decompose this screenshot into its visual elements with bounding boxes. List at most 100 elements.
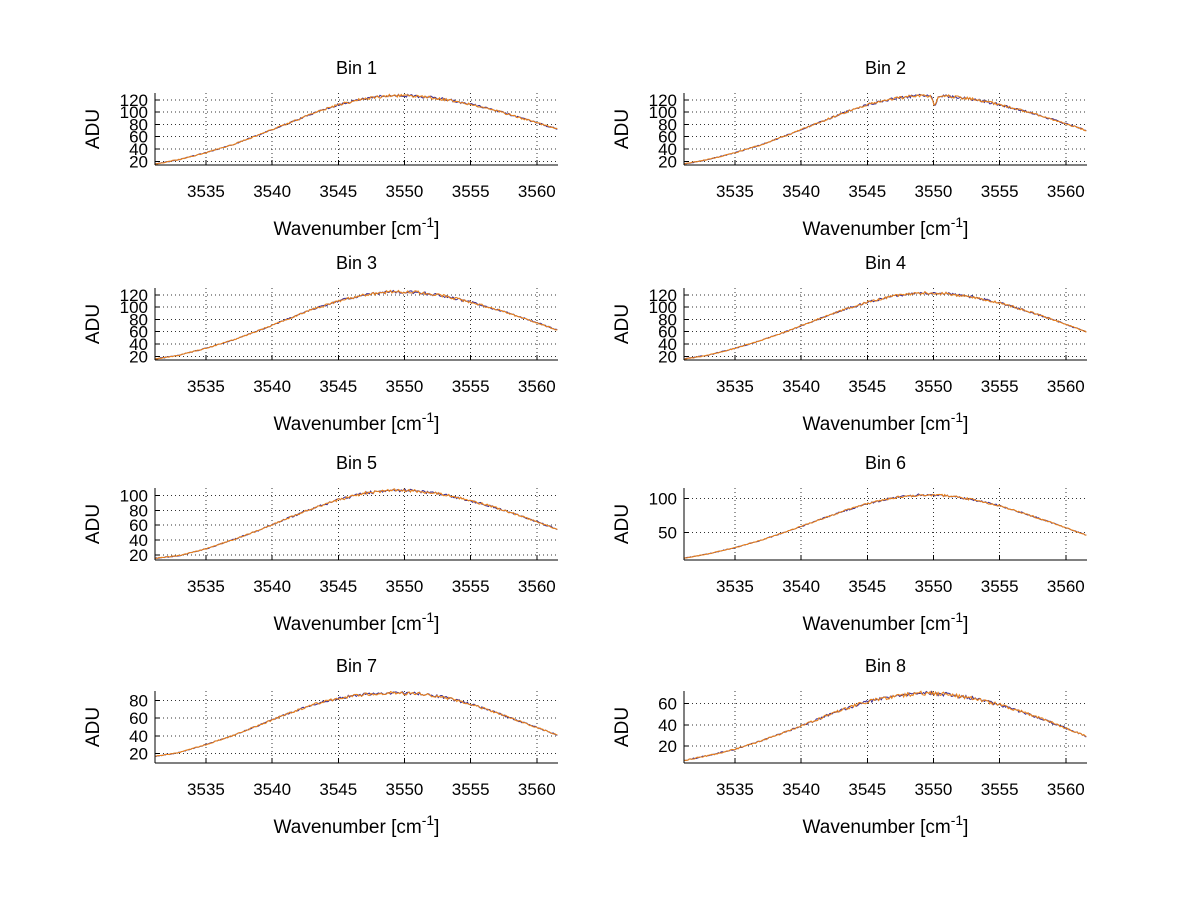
y-tick-label: 60 (658, 695, 677, 714)
series-trace-orange (683, 290, 1087, 360)
y-tick-label: 80 (129, 692, 148, 711)
x-tick-label: 3545 (319, 182, 357, 201)
subplot-title: Bin 1 (336, 58, 377, 78)
x-tick-label: 3555 (981, 182, 1019, 201)
y-axis-label: ADU (83, 304, 104, 344)
x-tick-label: 3535 (716, 577, 754, 596)
y-tick-label: 60 (658, 323, 677, 342)
x-axis-label: Wavenumber [cm-1] (803, 609, 969, 635)
x-tick-label: 3545 (848, 780, 886, 799)
y-axis-label: ADU (83, 707, 104, 747)
x-tick-label: 3540 (782, 377, 820, 396)
x-tick-label: 3545 (848, 377, 886, 396)
y-tick-label: 60 (658, 128, 677, 147)
series-trace-orange (154, 93, 558, 165)
series-trace-orange (683, 690, 1087, 762)
x-tick-label: 3560 (518, 377, 556, 396)
x-tick-label: 3545 (319, 780, 357, 799)
series-trace-orange (684, 93, 1087, 165)
subplot-bin-6: 50 100 3535 3540 3545 3550 3555 3560 Bin 6 ADU Wav… (612, 453, 1087, 635)
subplot-title: Bin 6 (865, 453, 906, 473)
y-tick-label: 60 (129, 516, 148, 535)
x-tick-label: 3550 (915, 780, 953, 799)
y-tick-label: 40 (129, 727, 148, 746)
y-tick-label: 40 (658, 140, 677, 159)
x-tick-label: 3550 (915, 377, 953, 396)
y-axis-label: ADU (612, 504, 633, 544)
x-tick-label: 3535 (187, 182, 225, 201)
x-tick-label: 3555 (452, 377, 490, 396)
x-axis-label: Wavenumber [cm-1] (274, 609, 440, 635)
y-tick-label: 60 (129, 709, 148, 728)
x-axis-label: Wavenumber [cm-1] (803, 409, 969, 435)
y-tick-label: 80 (658, 115, 677, 134)
y-tick-label: 40 (129, 335, 148, 354)
series-trace-orange (154, 289, 558, 360)
y-tick-label: 40 (129, 140, 148, 159)
x-tick-label: 3560 (1047, 577, 1085, 596)
y-tick-label: 80 (129, 501, 148, 520)
x-tick-label: 3560 (1047, 182, 1085, 201)
y-axis-label: ADU (612, 304, 633, 344)
x-tick-label: 3545 (848, 577, 886, 596)
x-tick-label: 3540 (782, 577, 820, 596)
y-tick-label: 20 (129, 347, 148, 366)
y-tick-label: 80 (129, 310, 148, 329)
x-tick-label: 3555 (981, 577, 1019, 596)
x-tick-label: 3540 (253, 780, 291, 799)
y-tick-label: 100 (649, 298, 677, 317)
y-tick-label: 80 (658, 310, 677, 329)
y-tick-label: 120 (120, 91, 148, 110)
x-tick-label: 3535 (716, 377, 754, 396)
x-axis-label: Wavenumber [cm-1] (274, 409, 440, 435)
x-tick-label: 3560 (518, 780, 556, 799)
y-tick-label: 120 (649, 286, 677, 305)
y-tick-label: 120 (649, 91, 677, 110)
y-tick-label: 100 (120, 298, 148, 317)
x-tick-label: 3555 (981, 780, 1019, 799)
y-axis-label: ADU (83, 109, 104, 149)
x-tick-label: 3560 (1047, 377, 1085, 396)
y-tick-label: 20 (658, 737, 677, 756)
y-tick-label: 100 (649, 103, 677, 122)
subplot-title: Bin 4 (865, 253, 906, 273)
x-tick-label: 3550 (915, 577, 953, 596)
x-tick-label: 3540 (253, 377, 291, 396)
x-axis-label: Wavenumber [cm-1] (803, 214, 969, 240)
y-axis-label: ADU (612, 707, 633, 747)
x-axis-label: Wavenumber [cm-1] (803, 812, 969, 838)
x-tick-label: 3535 (716, 182, 754, 201)
y-tick-label: 20 (658, 347, 677, 366)
subplot-title: Bin 5 (336, 453, 377, 473)
y-tick-label: 100 (649, 489, 677, 508)
y-tick-label: 20 (658, 152, 677, 171)
x-tick-label: 3545 (319, 377, 357, 396)
y-tick-label: 120 (120, 286, 148, 305)
y-tick-label: 100 (120, 103, 148, 122)
subplot-bin-8: 20 40 60 3535 3540 3545 3550 3555 3560 Bin 8 ADU Wa… (612, 656, 1087, 838)
y-tick-label: 40 (129, 531, 148, 550)
x-tick-label: 3540 (782, 780, 820, 799)
y-tick-label: 40 (658, 716, 677, 735)
x-axis-label: Wavenumber [cm-1] (274, 812, 440, 838)
y-axis-label: ADU (83, 504, 104, 544)
x-tick-label: 3545 (848, 182, 886, 201)
x-tick-label: 3550 (386, 182, 424, 201)
series-trace-orange (154, 690, 558, 757)
x-axis-label: Wavenumber [cm-1] (274, 214, 440, 240)
subplot-title: Bin 2 (865, 58, 906, 78)
series-trace-orange (683, 493, 1087, 559)
x-tick-label: 3535 (716, 780, 754, 799)
x-tick-label: 3560 (1047, 780, 1085, 799)
y-tick-label: 20 (129, 152, 148, 171)
y-tick-label: 40 (658, 335, 677, 354)
x-tick-label: 3540 (782, 182, 820, 201)
